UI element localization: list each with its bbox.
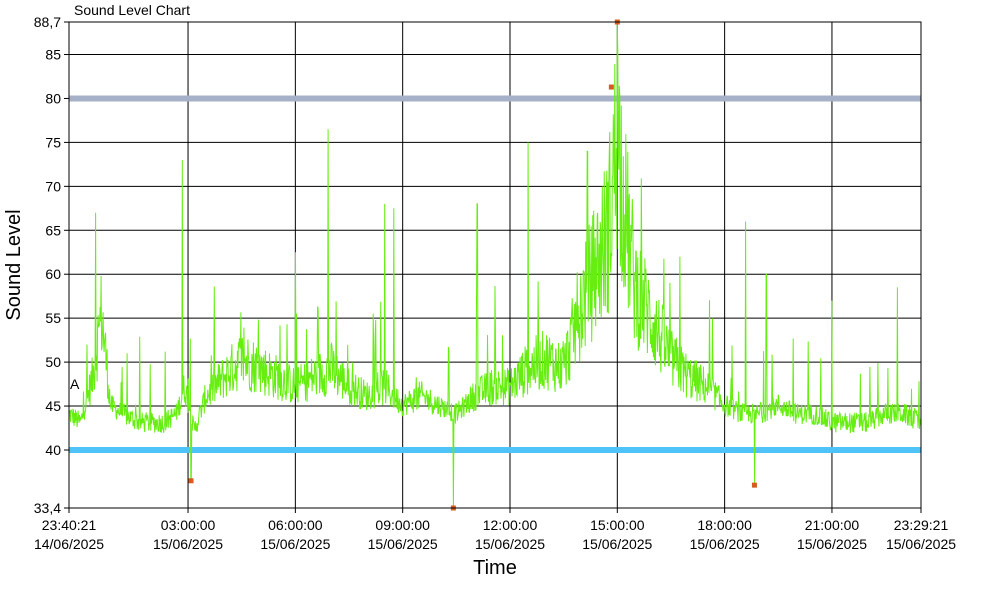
x-tick-label-time: 03:00:00 bbox=[161, 517, 216, 533]
y-tick-label: 60 bbox=[45, 266, 61, 282]
x-tick-label-time: 12:00:00 bbox=[483, 517, 538, 533]
extreme-point-marker bbox=[751, 482, 757, 488]
y-tick-label: 33,4 bbox=[34, 500, 61, 516]
axis-layer: 33,4 40 45 50 55 60 65 70 75 80 85 88,7 23:40:21 14/0… bbox=[34, 14, 956, 552]
extreme-point-marker bbox=[188, 478, 194, 484]
y-tick-label: 50 bbox=[45, 354, 61, 370]
x-tick-label-time: 06:00:00 bbox=[268, 517, 323, 533]
x-tick-label-time: 09:00:00 bbox=[375, 517, 430, 533]
x-tick-label-time: 18:00:00 bbox=[697, 517, 752, 533]
x-tick-label-date: 14/06/2025 bbox=[34, 536, 104, 552]
x-tick-label-time: 21:00:00 bbox=[805, 517, 860, 533]
chart-title: Sound Level Chart bbox=[74, 2, 190, 18]
y-tick-label: 80 bbox=[45, 90, 61, 106]
y-tick-label: 85 bbox=[45, 47, 61, 63]
x-tick-label-date: 15/06/2025 bbox=[260, 536, 330, 552]
series-line bbox=[68, 21, 922, 509]
threshold-layer bbox=[69, 95, 921, 453]
x-tick-label-time: 15:00:00 bbox=[590, 517, 645, 533]
x-tick-label-date: 15/06/2025 bbox=[797, 536, 867, 552]
y-tick-label: 70 bbox=[45, 178, 61, 194]
plot-border bbox=[68, 21, 922, 509]
y-tick-label: 55 bbox=[45, 310, 61, 326]
x-tick-label-date: 15/06/2025 bbox=[153, 536, 223, 552]
y-tick-label: 75 bbox=[45, 134, 61, 150]
y-tick-label: 45 bbox=[45, 398, 61, 414]
extreme-point-marker bbox=[608, 84, 614, 90]
y-tick-label: 40 bbox=[45, 442, 61, 458]
y-tick-label: 88,7 bbox=[34, 14, 61, 30]
x-tick-label-date: 15/06/2025 bbox=[582, 536, 652, 552]
x-tick-label-date: 15/06/2025 bbox=[368, 536, 438, 552]
x-axis-label: Time bbox=[473, 557, 517, 579]
series-layer bbox=[68, 21, 922, 509]
x-tick-label-date: 15/06/2025 bbox=[886, 536, 956, 552]
x-tick-label-date: 15/06/2025 bbox=[690, 536, 760, 552]
y-axis-label: Sound Level bbox=[3, 209, 25, 320]
marker-label-a: A bbox=[70, 376, 80, 392]
y-tick-label: 65 bbox=[45, 222, 61, 238]
x-tick-label-time: 23:29:21 bbox=[894, 517, 949, 533]
x-tick-label-date: 15/06/2025 bbox=[475, 536, 545, 552]
x-tick-label-time: 23:40:21 bbox=[42, 517, 97, 533]
